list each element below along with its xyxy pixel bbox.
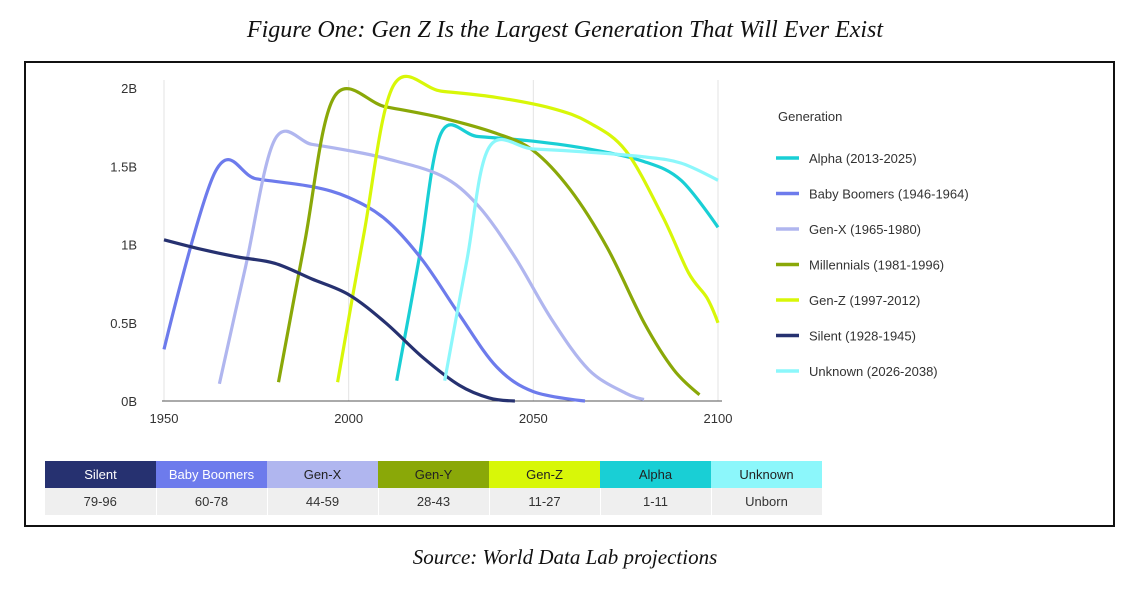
series-line-unknown xyxy=(443,138,719,381)
legend-label-gen-z: Gen-Z (1997-2012) xyxy=(809,293,920,308)
y-tick-label-0B: 0B xyxy=(121,394,137,409)
table-cell-age-baby-boomers: 60-78 xyxy=(156,488,268,515)
legend-label-silent: Silent (1928-1945) xyxy=(809,329,916,344)
series-line-millennials xyxy=(276,87,701,396)
series-line-gen-x xyxy=(217,129,645,401)
table-cell-gen-x: Gen-X xyxy=(267,461,378,488)
figure-title: Figure One: Gen Z Is the Largest Generat… xyxy=(246,17,884,43)
legend: Generation Alpha (2013-2025) Baby Boomers… xyxy=(776,109,969,379)
table-cell-alpha: Alpha xyxy=(600,461,711,488)
table-cell-unknown: Unknown xyxy=(711,461,822,488)
y-tick-label-0-5B: 0.5B xyxy=(110,316,137,331)
table-cell-age-gen-y: 28-43 xyxy=(378,488,490,515)
legend-label-millennials: Millennials (1981-1996) xyxy=(809,258,944,273)
table-cell-silent: Silent xyxy=(45,461,156,488)
series-lines xyxy=(162,74,720,403)
x-tick-label-2000: 2000 xyxy=(334,411,363,426)
legend-title: Generation xyxy=(778,109,842,124)
table-cell-age-silent: 79-96 xyxy=(45,488,157,515)
legend-label-alpha: Alpha (2013-2025) xyxy=(809,151,917,166)
legend-label-gen-x: Gen-X (1965-1980) xyxy=(809,222,921,237)
table-cell-age-unknown: Unborn xyxy=(711,488,823,515)
x-tick-label-2050: 2050 xyxy=(519,411,548,426)
y-tick-label-1B: 1B xyxy=(121,238,137,253)
series-line-baby-boomers xyxy=(162,158,586,403)
series-line-gen-z xyxy=(336,74,720,383)
table-cell-baby-boomers: Baby Boomers xyxy=(156,461,267,488)
generation-ages-row: 79-96 60-78 44-59 28-43 11-27 1-11 Unbor… xyxy=(45,488,823,515)
table-cell-age-alpha: 1-11 xyxy=(600,488,712,515)
source-caption: Source: World Data Lab projections xyxy=(412,545,718,569)
x-tick-label-1950: 1950 xyxy=(150,411,179,426)
axis-labels: 1950 2000 2050 2100 0B 0.5B 1B 1.5B 2B xyxy=(110,81,732,426)
table-cell-age-gen-x: 44-59 xyxy=(267,488,379,515)
chart-frame: 1950 2000 2050 2100 0B 0.5B 1B 1.5B 2B Generatio… xyxy=(24,61,1115,527)
generation-age-table: Silent Baby Boomers Gen-X Gen-Y Gen-Z Al… xyxy=(45,461,823,515)
grid-lines xyxy=(162,80,722,402)
table-cell-gen-z: Gen-Z xyxy=(489,461,600,488)
legend-label-unknown: Unknown (2026-2038) xyxy=(809,364,938,379)
table-cell-age-gen-z: 11-27 xyxy=(489,488,601,515)
y-tick-label-2B: 2B xyxy=(121,81,137,96)
y-tick-label-1-5B: 1.5B xyxy=(110,159,137,174)
legend-label-baby-boomers: Baby Boomers (1946-1964) xyxy=(809,187,969,202)
table-cell-gen-y: Gen-Y xyxy=(378,461,489,488)
series-line-silent xyxy=(163,238,515,403)
line-chart: 1950 2000 2050 2100 0B 0.5B 1B 1.5B 2B Generatio… xyxy=(110,74,969,426)
x-tick-label-2100: 2100 xyxy=(704,411,733,426)
series-line-alpha xyxy=(395,123,720,381)
generation-names-row: Silent Baby Boomers Gen-X Gen-Y Gen-Z Al… xyxy=(45,461,822,488)
